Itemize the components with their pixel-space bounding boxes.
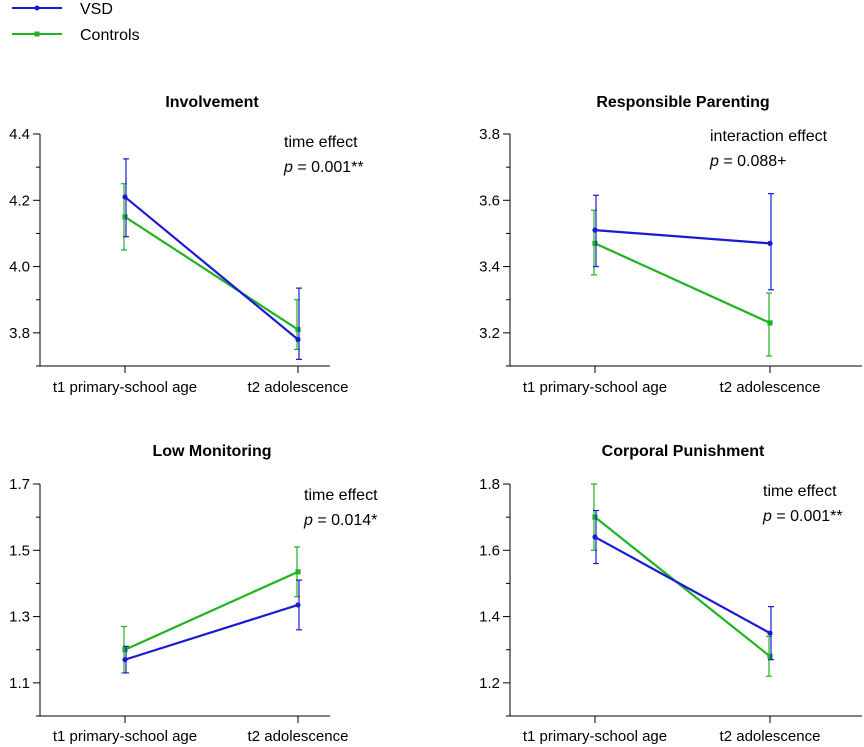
controls-point [295,569,301,575]
y-tick-label: 1.6 [479,542,500,559]
legend-vsd-marker [34,5,40,11]
panel-title: Low Monitoring [152,443,271,460]
vsd-series-line [594,229,771,245]
p-value-annotation: p = 0.014* [303,512,377,529]
controls-point [122,647,128,653]
vsd-series-line [594,536,771,635]
panel-involvement: Involvement 3.8 4.0 4.2 4.4 t1 primary-scho… [9,94,364,396]
y-tick-label: 4.4 [9,126,30,143]
y-tick-label: 3.8 [479,126,500,143]
panel-responsible-parenting: Responsible Parenting 3.2 3.4 3.6 3.8 t1 pr… [479,94,862,396]
y-tick-label: 1.2 [479,675,500,692]
legend-vsd-label: VSD [80,1,113,18]
vsd-point [592,227,598,233]
y-tick-label: 1.7 [9,476,30,493]
effect-annotation: time effect [763,483,837,500]
controls-series-line [594,242,771,324]
y-tick-label: 3.6 [479,192,500,209]
x-tick-label: t2 adolescence [720,379,821,396]
panel-title: Corporal Punishment [602,443,765,460]
vsd-point [122,194,128,200]
controls-point [295,326,301,333]
effect-annotation: interaction effect [710,128,828,145]
p-value-annotation: p = 0.001** [283,159,364,176]
y-tick-label: 1.1 [9,675,30,692]
controls-point [592,240,598,246]
vsd-point [767,240,773,246]
legend-controls-marker [34,31,40,37]
y-tick-label: 4.2 [9,192,30,209]
effect-annotation: time effect [284,134,358,151]
x-tick-label: t1 primary-school age [523,728,667,745]
x-tick-label: t2 adolescence [720,728,821,745]
controls-series-line [124,215,299,331]
controls-point [122,214,128,220]
y-tick-label: 3.2 [479,325,500,342]
vsd-series-line [124,603,299,661]
y-tick-label: 1.5 [9,542,30,559]
vsd-point [592,534,598,540]
controls-point [592,514,598,520]
p-value-annotation: p = 0.088+ [709,153,787,170]
vsd-point [767,630,773,636]
y-tick-label: 1.8 [479,476,500,493]
panel-title: Responsible Parenting [596,94,769,111]
y-tick-label: 4.0 [9,259,30,276]
vsd-point [122,657,128,663]
effect-annotation: time effect [304,487,378,504]
y-tick-label: 1.3 [9,609,30,626]
controls-point [767,320,773,326]
legend: VSD Controls [12,1,140,44]
vsd-point [295,602,301,608]
p-value-annotation: p = 0.001** [762,508,843,525]
panel-title: Involvement [165,94,259,111]
y-tick-label: 1.4 [479,609,500,626]
y-tick-label: 3.4 [479,259,500,276]
vsd-point [295,336,301,343]
panel-low-monitoring: Low Monitoring 1.1 1.3 1.5 1.7 t1 primary-s… [9,443,378,745]
controls-series-line [124,570,299,651]
x-tick-label: t1 primary-school age [53,379,197,396]
controls-series-line [594,516,771,658]
x-tick-label: t1 primary-school age [523,379,667,396]
legend-controls-label: Controls [80,27,140,44]
y-tick-label: 3.8 [9,325,30,342]
vsd-series-line [124,196,299,341]
controls-point [767,653,773,659]
x-tick-label: t2 adolescence [248,379,349,396]
x-tick-label: t1 primary-school age [53,728,197,745]
x-tick-label: t2 adolescence [248,728,349,745]
panel-corporal-punishment: Corporal Punishment 1.2 1.4 1.6 1.8 t1 prim… [479,443,862,745]
